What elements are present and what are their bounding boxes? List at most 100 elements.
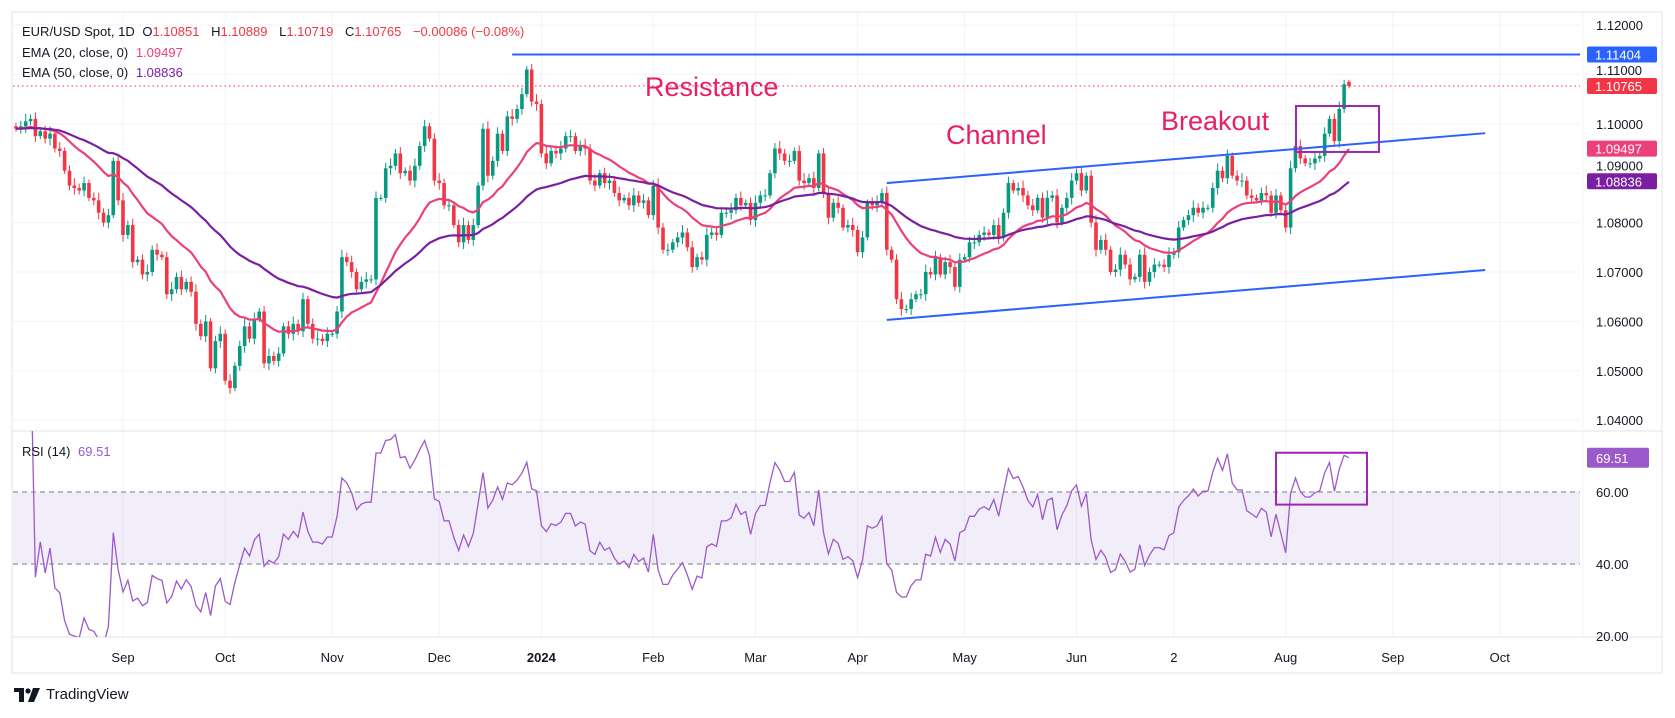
- time-tick-label: Feb: [642, 650, 664, 665]
- price-tick-label: 1.04000: [1596, 413, 1643, 428]
- candle-body: [398, 153, 403, 174]
- candle-body: [636, 195, 641, 203]
- candle-body: [106, 215, 111, 223]
- breakout-annotation: Breakout: [1161, 106, 1270, 136]
- candle-body: [1074, 173, 1079, 181]
- candle-body: [1313, 158, 1317, 164]
- candle-body: [1084, 175, 1089, 191]
- candle-body: [802, 180, 806, 184]
- candle-body: [651, 185, 656, 216]
- candle-body: [1249, 195, 1254, 198]
- candle-body: [296, 323, 300, 332]
- candle-body: [1113, 269, 1118, 272]
- candle-body: [179, 276, 184, 290]
- resistance-annotation: Resistance: [645, 72, 779, 102]
- price-tick-label: 1.07000: [1596, 265, 1643, 280]
- tradingview-logo[interactable]: TradingView: [14, 686, 129, 703]
- candle-body: [782, 153, 787, 161]
- price-badge: [1587, 173, 1657, 190]
- candle-body: [164, 257, 169, 295]
- candle-body: [777, 148, 782, 154]
- candle-body: [670, 242, 675, 250]
- time-tick-label: Nov: [321, 650, 345, 665]
- candle-body: [768, 173, 772, 196]
- candle-body: [437, 180, 442, 184]
- candle-body: [1269, 195, 1273, 213]
- candle-body: [524, 69, 529, 95]
- candle-body: [880, 192, 884, 203]
- candle-body: [1201, 207, 1205, 213]
- candle-body: [403, 170, 407, 174]
- candle-body: [1137, 254, 1142, 277]
- candle-body: [1147, 272, 1152, 282]
- candle-body: [816, 153, 821, 189]
- candle-body: [860, 237, 865, 253]
- candle-body: [1186, 215, 1191, 221]
- candle-body: [573, 136, 578, 151]
- candle-body: [1142, 254, 1147, 282]
- ema20-legend[interactable]: EMA (20, close, 0) 1.09497: [22, 45, 187, 60]
- price-tick-label: 1.05000: [1596, 364, 1643, 379]
- candle-body: [1215, 170, 1220, 189]
- candle-body: [228, 380, 232, 389]
- price-tick-label: 1.08000: [1596, 216, 1643, 231]
- candle-body: [1089, 175, 1093, 223]
- high-label: H: [211, 24, 221, 39]
- candle-body: [588, 148, 592, 181]
- candle-body: [661, 227, 665, 250]
- candle-body: [1347, 81, 1351, 87]
- rsi-legend[interactable]: RSI (14) 69.51: [22, 444, 115, 459]
- candle-body: [841, 207, 845, 228]
- candle-body: [539, 104, 544, 154]
- candle-body: [1240, 180, 1244, 182]
- price-badge: [1587, 78, 1657, 95]
- candle-body: [218, 333, 223, 342]
- candle-body: [948, 262, 952, 268]
- candle-body: [632, 195, 636, 206]
- candle-body: [349, 262, 354, 272]
- candle-body: [753, 202, 758, 221]
- candle-body: [1259, 192, 1264, 201]
- candle-body: [1288, 168, 1293, 228]
- candle-body: [1162, 264, 1166, 268]
- candle-body: [72, 185, 77, 189]
- candle-body: [641, 200, 646, 203]
- candle-body: [904, 309, 909, 311]
- candle-body: [1196, 207, 1200, 213]
- candle-body: [875, 202, 879, 206]
- candle-body: [364, 279, 369, 282]
- candle-body: [563, 136, 568, 149]
- candle-body: [62, 150, 67, 171]
- candle-body: [267, 355, 271, 364]
- ema50-line: [15, 126, 1350, 299]
- price-badge-text: 1.10765: [1595, 79, 1642, 94]
- time-tick-label: Oct: [215, 650, 236, 665]
- candle-body: [1011, 183, 1016, 191]
- candle-body: [194, 291, 198, 324]
- candle-body: [393, 153, 398, 166]
- candle-body: [1264, 192, 1269, 196]
- candle-body: [1322, 133, 1327, 156]
- candle-body: [306, 299, 310, 324]
- candle-body: [928, 272, 933, 275]
- candle-body: [145, 272, 150, 275]
- candle-body: [1099, 239, 1103, 250]
- candle-body: [870, 202, 875, 206]
- ema50-legend[interactable]: EMA (50, close, 0) 1.08836: [22, 65, 187, 80]
- candle-body: [719, 212, 724, 235]
- candle-body: [320, 338, 325, 342]
- candle-body: [150, 249, 154, 272]
- candle-body: [130, 225, 135, 263]
- rsi-box: [1275, 451, 1368, 506]
- time-tick-label: Jun: [1066, 650, 1087, 665]
- candle-body: [690, 247, 695, 268]
- candles: [14, 64, 1351, 394]
- candle-body: [1128, 264, 1132, 280]
- candle-body: [972, 242, 977, 244]
- candle-body: [495, 133, 500, 161]
- candle-body: [184, 281, 189, 290]
- candle-body: [1103, 239, 1108, 250]
- candle-body: [1021, 188, 1025, 196]
- price-tick-label: 1.12000: [1596, 18, 1643, 33]
